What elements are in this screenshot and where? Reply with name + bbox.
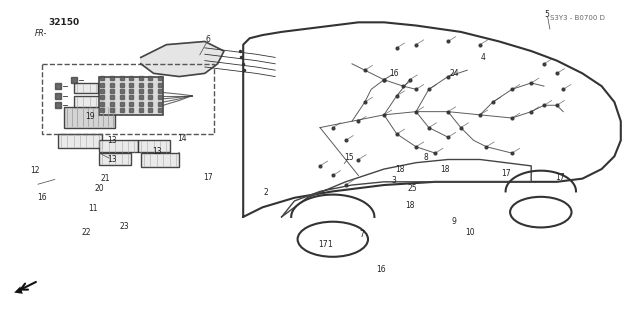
Text: S3Y3 - B0700 D: S3Y3 - B0700 D [550, 15, 605, 20]
Text: 5: 5 [545, 10, 550, 19]
Text: 9: 9 [452, 217, 457, 226]
Bar [99, 153, 131, 165]
Text: 13: 13 [107, 155, 117, 164]
Bar [64, 107, 115, 128]
Bar [58, 134, 102, 148]
Text: 22: 22 [82, 228, 91, 237]
Bar [141, 153, 179, 167]
Text: 17: 17 [500, 169, 511, 178]
Text: 18: 18 [440, 165, 449, 174]
Text: 15: 15 [344, 153, 354, 162]
Bar [99, 77, 163, 115]
Text: 25: 25 [408, 184, 418, 193]
Text: 3: 3 [391, 176, 396, 185]
Text: 4: 4 [481, 53, 486, 62]
Text: 18: 18 [396, 165, 404, 174]
Text: 18: 18 [405, 201, 414, 210]
Bar [42, 64, 214, 134]
Text: 20: 20 [94, 184, 104, 193]
Text: 21: 21 [101, 174, 110, 183]
Text: 32150: 32150 [48, 18, 79, 27]
Text: 7: 7 [359, 230, 364, 239]
Polygon shape [141, 41, 224, 77]
Text: 11: 11 [88, 204, 97, 213]
Text: FR-: FR- [35, 29, 47, 38]
Text: 10: 10 [465, 228, 476, 237]
Text: 19: 19 [84, 112, 95, 121]
Text: 12: 12 [31, 166, 40, 175]
Text: 6: 6 [205, 35, 211, 44]
Text: 14: 14 [177, 134, 188, 143]
Text: 17: 17 [203, 173, 213, 182]
Text: 13: 13 [107, 136, 117, 145]
Text: 16: 16 [388, 69, 399, 78]
Text: 16: 16 [376, 265, 386, 274]
Text: 24: 24 [449, 69, 460, 78]
Bar [138, 140, 170, 152]
Bar [74, 96, 102, 108]
Text: 17: 17 [318, 240, 328, 249]
Bar [74, 83, 98, 93]
Text: 1: 1 [327, 240, 332, 249]
Text: 17: 17 [555, 173, 565, 182]
Text: 8: 8 [423, 153, 428, 162]
Text: 13: 13 [152, 147, 162, 156]
Bar [99, 140, 138, 152]
Text: 23: 23 [120, 222, 130, 231]
Text: 2: 2 [263, 189, 268, 197]
Text: 16: 16 [36, 193, 47, 202]
